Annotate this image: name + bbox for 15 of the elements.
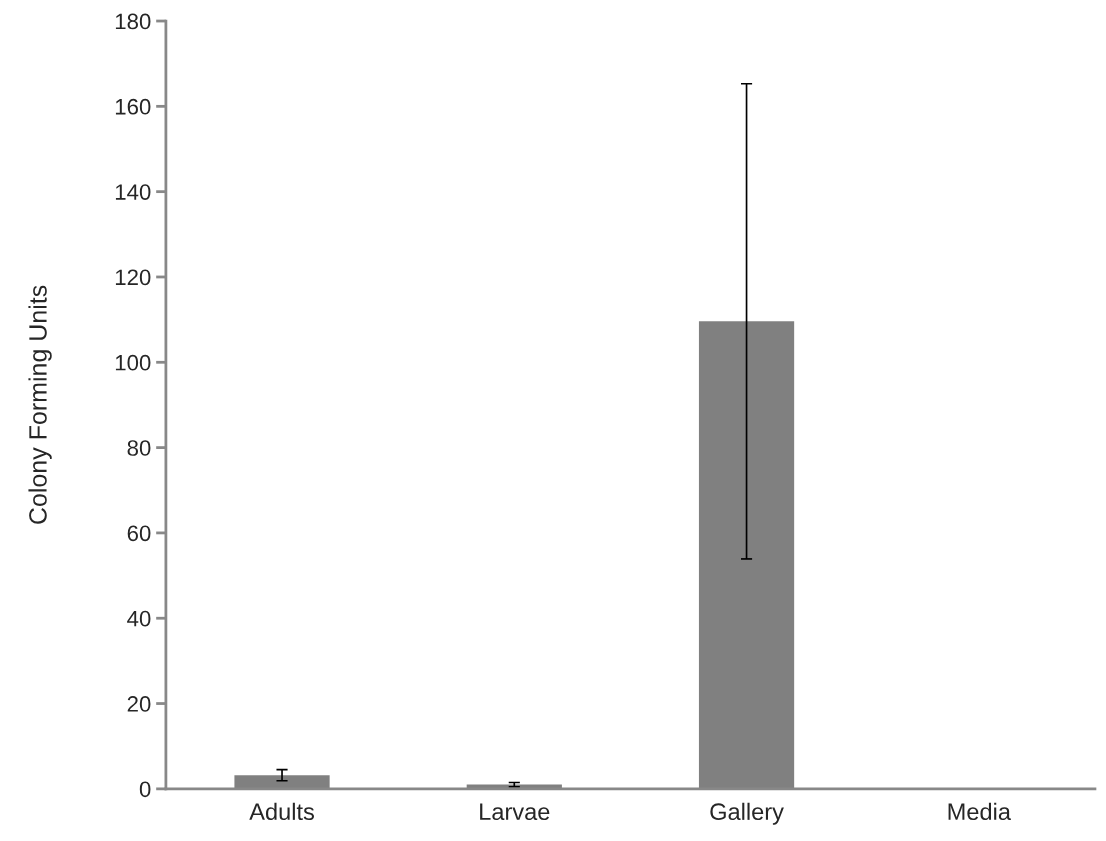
y-tick-label: 100 [115,354,151,371]
x-tick-label: Media [948,802,1011,821]
y-tick-label: 40 [127,610,151,627]
x-tick-label: Adults [249,802,314,821]
x-tick-label: Larvae [480,803,550,821]
y-tick-label: 140 [115,184,151,200]
y-tick-label: 160 [115,98,151,115]
y-axis-title: Colony Forming Units [28,285,52,524]
y-tick-label: 60 [127,525,151,542]
y-tick-label: 120 [115,269,151,286]
x-tick-label: Gallery [710,802,784,825]
y-tick-label: 0 [139,781,151,798]
y-tick-label: 20 [127,696,151,712]
y-tick-label: 80 [127,440,151,456]
y-tick-label: 180 [115,13,151,30]
